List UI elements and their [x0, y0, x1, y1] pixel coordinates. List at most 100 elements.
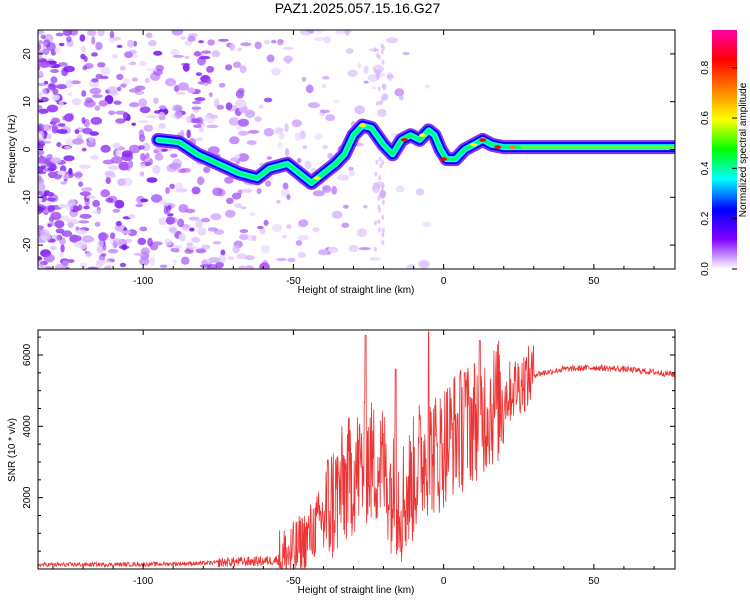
- colorbar-tick-label: 0.0: [700, 262, 711, 276]
- noise-blob: [377, 204, 381, 210]
- noise-blob: [38, 82, 47, 87]
- noise-blob: [314, 36, 325, 41]
- noise-blob: [256, 188, 262, 195]
- noise-blob: [381, 59, 385, 65]
- noise-blob: [374, 220, 377, 226]
- noise-blob: [184, 55, 190, 59]
- noise-blob: [94, 105, 101, 111]
- noise-blob: [180, 36, 187, 40]
- noise-blob: [115, 149, 121, 157]
- y-tick-label: -10: [22, 190, 33, 205]
- noise-blob: [159, 199, 167, 205]
- colorbar-gradient: [712, 30, 737, 269]
- noise-blob: [68, 92, 73, 96]
- noise-blob: [86, 252, 93, 257]
- noise-blob: [41, 87, 47, 95]
- noise-blob: [159, 105, 167, 110]
- spectrogram-ylabel: Frequency (Hz): [7, 115, 18, 184]
- noise-blob: [198, 127, 204, 133]
- noise-blob: [263, 97, 273, 103]
- noise-blob: [191, 106, 202, 110]
- noise-blob: [92, 199, 100, 208]
- noise-blob: [191, 186, 201, 195]
- noise-blob: [174, 105, 183, 112]
- spectrogram-xlabel: Height of straight line (km): [298, 285, 415, 296]
- noise-blob: [167, 213, 174, 217]
- noise-blob: [398, 95, 404, 101]
- noise-blob: [170, 153, 178, 158]
- noise-blob: [328, 246, 339, 253]
- signal-peak: [509, 145, 517, 149]
- snr-xlabel: Height of straight line (km): [298, 585, 415, 596]
- noise-blob: [198, 40, 205, 44]
- noise-blob: [207, 227, 218, 232]
- noise-blob: [168, 80, 174, 86]
- noise-blob: [367, 74, 379, 82]
- noise-blob: [377, 86, 381, 92]
- noise-blob: [236, 253, 248, 260]
- noise-blob: [79, 262, 88, 268]
- noise-blob: [415, 188, 425, 196]
- noise-blob: [133, 40, 138, 47]
- signal-track-layer: [156, 124, 675, 185]
- noise-blob: [105, 197, 114, 203]
- noise-blob: [406, 263, 416, 269]
- noise-blob: [208, 257, 221, 263]
- noise-blob: [271, 67, 281, 76]
- noise-blob: [381, 93, 389, 101]
- noise-blob: [177, 82, 189, 91]
- noise-blob: [327, 152, 334, 159]
- noise-blob: [378, 68, 382, 74]
- noise-blob: [98, 100, 108, 107]
- noise-blob: [322, 144, 329, 150]
- noise-blob: [345, 48, 354, 54]
- noise-blob: [131, 122, 136, 126]
- signal-peak: [479, 138, 487, 142]
- noise-blob: [43, 265, 53, 269]
- noise-blob: [122, 77, 130, 86]
- noise-blob: [194, 97, 206, 102]
- noise-blob: [239, 229, 249, 234]
- noise-blob: [195, 72, 202, 76]
- noise-blob: [374, 171, 378, 177]
- noise-blob: [38, 43, 41, 51]
- noise-blob: [271, 39, 277, 44]
- noise-blob: [139, 257, 150, 266]
- noise-blob: [422, 221, 432, 228]
- noise-blob: [258, 104, 264, 109]
- noise-blob: [177, 218, 185, 228]
- snr-plot-area: [38, 331, 675, 569]
- noise-blob: [386, 37, 398, 44]
- signal-peak: [419, 133, 427, 137]
- noise-blob: [239, 234, 249, 241]
- noise-blob: [159, 264, 168, 268]
- noise-blob: [187, 35, 196, 42]
- y-tick-label: 0: [22, 146, 33, 152]
- snr-frame: [37, 329, 676, 570]
- noise-blob: [201, 50, 212, 54]
- colorbar-axis: 0.0 0.2 0.4 0.6 0.8: [700, 60, 737, 276]
- noise-blob: [58, 42, 65, 47]
- noise-blob: [126, 39, 135, 48]
- y-tick-label: 20: [22, 48, 33, 60]
- noise-blob: [212, 187, 223, 196]
- noise-blob: [51, 94, 60, 101]
- noise-blob: [314, 133, 323, 141]
- noise-blob: [331, 210, 343, 219]
- noise-blob: [215, 261, 224, 269]
- noise-blob: [200, 217, 211, 223]
- noise-blob: [122, 112, 128, 119]
- noise-blob: [266, 54, 275, 63]
- noise-blob: [63, 155, 75, 162]
- noise-blob: [116, 44, 123, 48]
- noise-blob: [144, 77, 150, 84]
- noise-blob: [151, 241, 163, 246]
- colorbar-tick-label: 0.6: [700, 111, 711, 125]
- noise-blob: [112, 238, 122, 243]
- noise-blob: [216, 104, 225, 110]
- noise-blob: [319, 109, 330, 114]
- noise-blob: [80, 53, 86, 60]
- noise-blob: [373, 47, 377, 53]
- noise-blob: [121, 244, 128, 251]
